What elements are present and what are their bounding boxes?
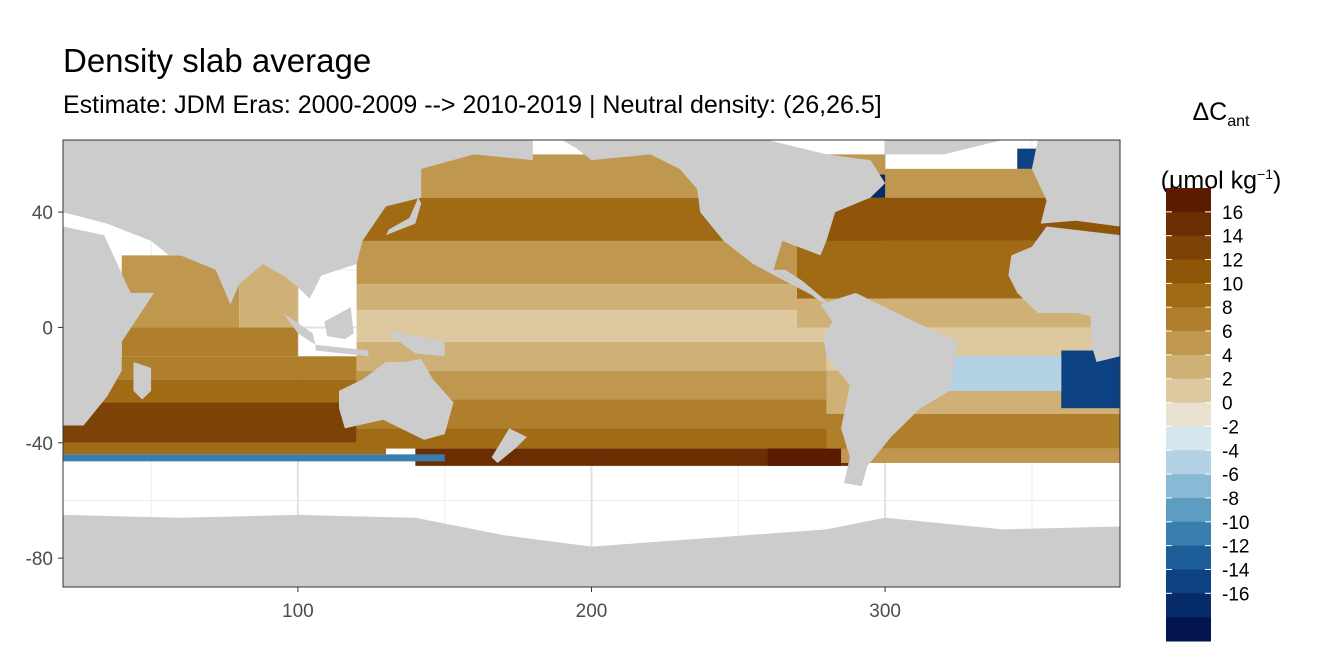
legend-label: 4 [1222,346,1233,367]
land-mass [820,292,959,487]
land-mass [885,140,1003,155]
south-pacific-max-cell [767,448,842,466]
legend-label: 16 [1222,203,1243,224]
ocean-cell [63,442,386,455]
legend-swatch [1166,617,1211,642]
ocean-cell [92,356,357,380]
legend-swatch [1166,402,1211,427]
legend-label: -12 [1222,537,1249,558]
land-mass [315,344,369,357]
x-tick-label: 300 [869,601,901,622]
legend-swatch [1166,497,1211,523]
land-mass [63,140,533,305]
legend-swatch [1166,426,1211,451]
southern-ocean-edge-cell [63,454,445,462]
legend-swatch [1166,378,1211,404]
legend-swatch [1166,545,1211,570]
legend-swatch [1166,593,1211,618]
legend-swatch [1166,259,1211,284]
antarctica-land [63,514,1120,587]
legend-swatch [1166,521,1211,547]
legend-label: 0 [1222,394,1233,415]
land-mass [385,197,422,236]
legend-label: -8 [1222,489,1239,510]
legend-title-sub: ant [1227,113,1250,130]
legend-label: -14 [1222,560,1250,581]
legend-label: 2 [1222,370,1233,391]
legend-label: -6 [1222,465,1239,486]
land-mass [338,359,454,440]
south-atlantic-light-cell [943,356,1062,391]
ocean-cell [415,448,856,466]
legend-swatch [1166,188,1211,213]
legend-label: 10 [1222,274,1243,295]
land-mass [324,307,354,339]
south-atlantic-east-cell [1061,350,1120,409]
ocean-cell [356,310,856,342]
legend-swatch [1166,283,1211,308]
legend-swatch [1166,307,1211,332]
chart-subtitle: Estimate: JDM Eras: 2000-2009 --> 2010-2… [63,91,882,119]
x-tick-label: 100 [282,601,314,622]
land-mass [1008,226,1120,328]
legend-label: -10 [1222,513,1249,534]
legend-label: 6 [1222,322,1233,343]
y-tick-label: -80 [26,549,53,570]
land-mass [773,269,830,305]
legend-label: 8 [1222,298,1233,319]
legend-label: 12 [1222,251,1243,272]
land-mass [388,330,445,357]
land-mass [562,140,886,305]
legend-swatch [1166,569,1211,594]
legend-swatch [1166,354,1211,380]
land-mass [133,362,152,400]
land-mass [63,226,155,426]
land-mass [1090,315,1120,363]
legend-swatch [1166,474,1211,499]
legend-unit-sup: −1 [1257,166,1273,182]
ocean-cell [356,428,856,449]
y-tick-label: 0 [42,318,53,339]
ocean-cell [121,327,298,357]
legend-title-main: ΔC [1192,98,1228,126]
map-layer [63,140,1120,587]
legend-swatch [1166,211,1211,237]
legend-label: 14 [1222,227,1244,248]
land-mass [1031,140,1120,227]
legend-unit-close: ) [1273,166,1282,195]
legend-label: -16 [1222,584,1249,605]
legend-label: -4 [1222,441,1239,462]
y-tick-label: -40 [26,434,53,455]
y-tick-label: 40 [32,203,53,224]
legend-swatch [1166,331,1211,356]
x-tick-label: 200 [576,601,608,622]
ocean-cell [63,402,357,443]
chart-title: Density slab average [63,42,372,79]
legend-swatch [1166,450,1211,475]
ocean-cell [826,448,1120,463]
legend-label: -2 [1222,417,1239,438]
land-mass [283,313,316,345]
land-mass [491,428,527,463]
legend-swatch [1166,235,1211,261]
